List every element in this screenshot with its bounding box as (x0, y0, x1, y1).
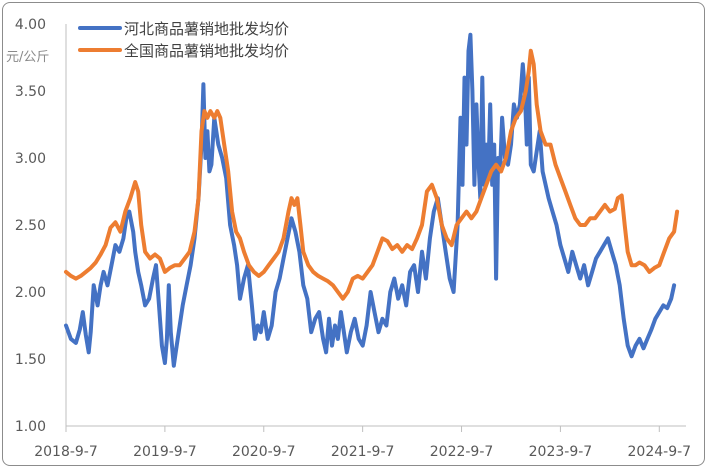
y-axis: 1.00 1.50 2.00 2.50 3.00 3.50 4.00 (15, 17, 67, 435)
y-tick-label: 1.00 (15, 419, 46, 435)
x-tick-label: 2020-9-7 (232, 444, 296, 460)
y-tick-label: 3.00 (15, 151, 46, 167)
y-tick-labels: 1.00 1.50 2.00 2.50 3.00 3.50 4.00 (15, 17, 46, 435)
x-tick-label: 2021-9-7 (331, 444, 395, 460)
x-tick-label: 2019-9-7 (133, 444, 197, 460)
y-tick-label: 1.50 (15, 352, 46, 368)
x-axis: 2018-9-7 2019-9-7 2020-9-7 2021-9-7 2022-9-7… (34, 425, 691, 460)
x-tick-labels: 2018-9-7 2019-9-7 2020-9-7 2021-9-7 2022-9-7… (34, 426, 691, 460)
y-tick-label: 4.00 (15, 17, 46, 33)
x-tick-label: 2023-9-7 (529, 444, 593, 460)
series-line-hebei (64, 32, 677, 368)
y-axis-unit-label: 元/公斤 (6, 50, 49, 65)
legend-label: 全国商品薯销地批发均价 (124, 42, 289, 60)
series-lines (64, 32, 680, 368)
x-tick-label: 2022-9-7 (430, 444, 494, 460)
y-tick-label: 3.50 (15, 84, 46, 100)
series-line-national (64, 48, 680, 301)
x-tick-label: 2024-9-7 (628, 444, 692, 460)
chart-frame (2, 2, 705, 466)
y-tick-label: 2.00 (15, 285, 46, 301)
legend-label: 河北商品薯销地批发均价 (124, 20, 289, 38)
x-tick-label: 2018-9-7 (34, 444, 98, 460)
y-tick-label: 2.50 (15, 218, 46, 234)
